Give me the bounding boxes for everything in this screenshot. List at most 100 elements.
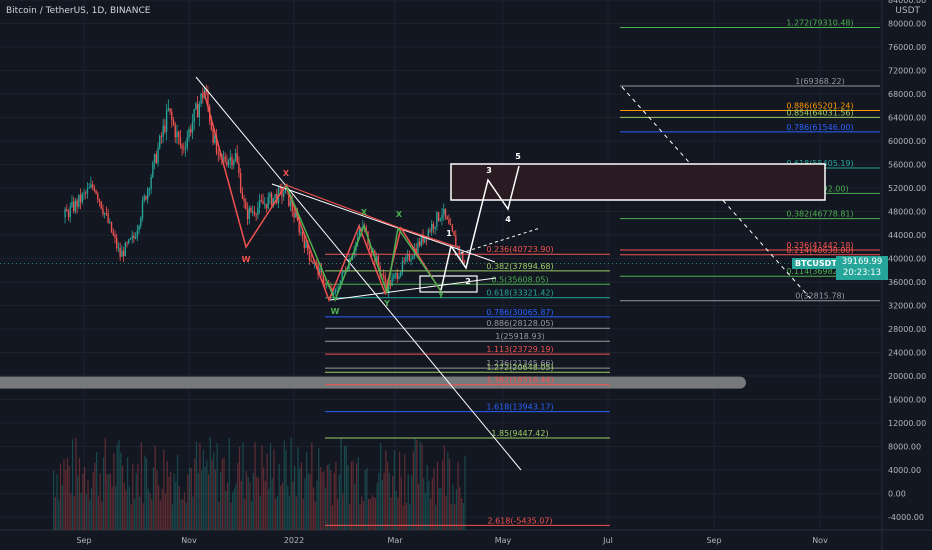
- volume-bar: [288, 495, 291, 530]
- candle-body: [140, 218, 142, 226]
- volume-bar: [378, 472, 380, 530]
- volume-bar: [405, 502, 408, 530]
- candle-body: [241, 192, 244, 199]
- volume-bar: [306, 452, 308, 530]
- volume-bar: [70, 492, 72, 530]
- candle-body: [167, 108, 170, 110]
- candle-body: [198, 103, 201, 118]
- candle-body: [437, 212, 440, 221]
- y-tick-label: 44000.00: [888, 231, 926, 240]
- candle-body: [227, 160, 230, 166]
- candle-body: [365, 227, 367, 232]
- volume-bar: [123, 482, 125, 530]
- volume-bar: [402, 504, 404, 530]
- volume-bar: [109, 473, 112, 530]
- volume-bar: [462, 502, 464, 530]
- volume-bar: [273, 448, 275, 530]
- candle-body: [79, 194, 82, 203]
- volume-bar: [371, 494, 373, 530]
- volume-bar: [190, 468, 192, 530]
- chart-title: Bitcoin / TetherUS, 1D, BINANCE: [6, 6, 151, 16]
- fib-left-label: 0.886(28128.05): [486, 319, 553, 328]
- candle-body: [343, 270, 345, 273]
- candle-body: [160, 135, 163, 137]
- candle-body: [202, 93, 204, 99]
- volume-bar: [364, 470, 366, 530]
- candle-body: [434, 226, 436, 229]
- candle-body: [458, 246, 460, 255]
- volume-bar: [89, 499, 91, 530]
- volume-bar: [156, 470, 158, 530]
- candle-body: [193, 109, 195, 123]
- volume-bar: [366, 468, 368, 530]
- volume-bar: [328, 463, 330, 530]
- volume-bar: [235, 483, 237, 530]
- volume-bar: [426, 464, 428, 530]
- fib-left-label: 0.618(33321.42): [486, 289, 553, 298]
- candle-body: [272, 197, 275, 206]
- fib-left-label: 1.85(9447.42): [491, 429, 548, 438]
- volume-bar: [61, 485, 63, 530]
- candle-body: [93, 187, 96, 191]
- candle-body: [448, 219, 450, 224]
- volume-bar: [428, 480, 430, 530]
- candle-body: [196, 103, 199, 118]
- candle-body: [183, 148, 185, 150]
- volume-bar: [249, 481, 251, 530]
- volume-bar: [125, 489, 127, 530]
- volume-bar: [395, 490, 397, 530]
- volume-bar: [199, 442, 201, 530]
- candle-body: [153, 154, 156, 163]
- candle-body: [131, 235, 133, 239]
- volume-bar: [307, 473, 309, 530]
- candle-body: [214, 135, 216, 143]
- fib-left-label: 1.618(13943.17): [486, 403, 553, 412]
- y-tick-label: 4000.00: [888, 466, 921, 475]
- volume-bar: [459, 487, 461, 530]
- volume-bar: [429, 498, 432, 530]
- volume-bar: [443, 446, 445, 530]
- candle-body: [444, 208, 447, 217]
- candle-body: [308, 251, 311, 261]
- candle-body: [138, 225, 140, 231]
- volume-bar: [316, 480, 318, 530]
- candle-body: [336, 289, 338, 291]
- volume-bar: [330, 470, 332, 530]
- candle-body: [215, 135, 218, 153]
- volume-bar: [359, 504, 361, 530]
- volume-bar: [233, 488, 235, 530]
- candle-body: [224, 156, 226, 162]
- volume-bar: [201, 470, 203, 530]
- volume-bar: [73, 496, 75, 530]
- candle-body: [97, 193, 99, 200]
- candle-body: [443, 208, 445, 215]
- candle-body: [289, 200, 292, 206]
- volume-bar: [254, 441, 256, 530]
- wave-label: X: [361, 208, 368, 217]
- candle-body: [382, 274, 385, 277]
- candle-body: [386, 283, 388, 293]
- volume-bar: [58, 499, 60, 530]
- candle-body: [284, 185, 287, 194]
- volume-bar: [247, 476, 249, 530]
- wave-green-line: [285, 184, 442, 302]
- candle-body: [85, 192, 87, 194]
- candle-body: [141, 200, 144, 219]
- volume-bar: [218, 501, 220, 530]
- candle-body: [400, 271, 402, 277]
- candle-body: [86, 188, 89, 194]
- volume-bar: [362, 501, 365, 530]
- candle-body: [455, 235, 457, 247]
- currency-label: USDT: [895, 6, 920, 16]
- volume-bar: [376, 483, 378, 530]
- volume-bar: [261, 445, 263, 530]
- candle-body: [341, 272, 343, 281]
- volume-bar: [414, 437, 416, 530]
- volume-bar: [324, 488, 327, 530]
- candle-body: [133, 235, 135, 239]
- trend-line-descending: [195, 76, 522, 471]
- volume-bar: [204, 466, 206, 530]
- volume-bar: [101, 501, 103, 530]
- candle-body: [379, 266, 381, 274]
